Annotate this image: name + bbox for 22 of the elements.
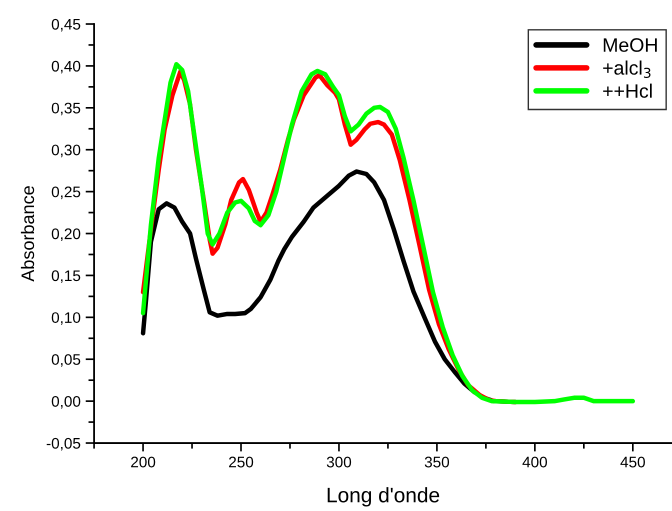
y-tick-label: 0,05 (52, 354, 80, 367)
legend-label: ++Hcl (603, 84, 652, 98)
y-tick-label: -0,05 (46, 438, 80, 451)
x-tick-label: 350 (424, 456, 450, 468)
y-tick-label: 0,20 (52, 228, 80, 242)
y-tick-label: 0,25 (52, 186, 80, 200)
x-tick-label: 200 (131, 456, 156, 468)
x-axis-title: Long d'onde (328, 487, 440, 507)
legend-label: MeOH (604, 38, 657, 52)
x-tick-label: 400 (522, 456, 548, 468)
y-tick-label: 0,10 (52, 312, 80, 325)
y-tick-label: 0,30 (52, 144, 80, 158)
y-axis-title: Absorbance (20, 186, 34, 282)
y-tick-label: 0,00 (52, 396, 80, 409)
legend-label: +alcl$_{3}$ (603, 60, 650, 78)
x-tick-label: 250 (229, 456, 254, 468)
y-tick-label: 0,40 (52, 60, 80, 74)
y-tick-label: 0,15 (52, 270, 80, 283)
x-tick-label: 450 (620, 456, 645, 468)
x-tick-label: 300 (326, 456, 352, 468)
y-tick-label: 0,45 (52, 18, 80, 32)
y-tick-label: 0,35 (52, 102, 80, 116)
